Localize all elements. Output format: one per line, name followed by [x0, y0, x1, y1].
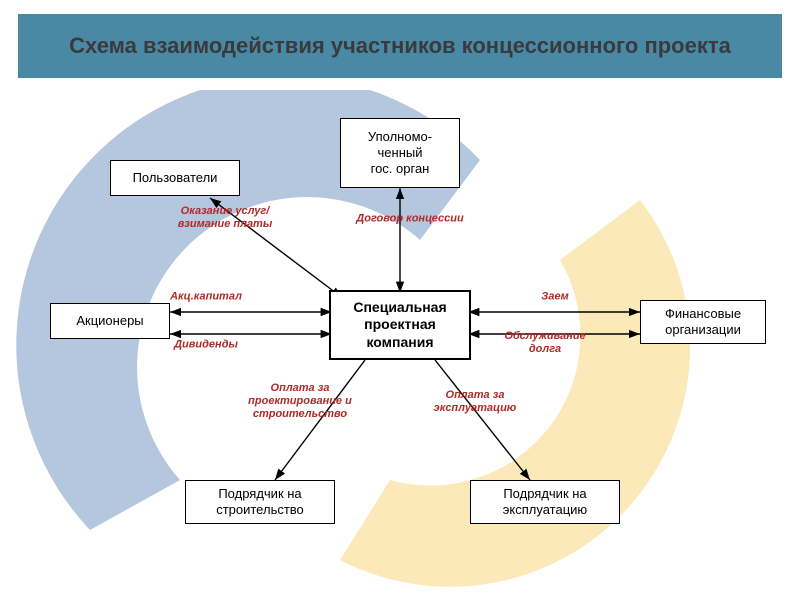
node-gov: Уполномо- ченный гос. орган [340, 118, 460, 188]
edge-label-center-fin-top: Заем [541, 290, 568, 303]
node-oper: Подрядчик на эксплуатацию [470, 480, 620, 524]
node-users: Пользователи [110, 160, 240, 196]
node-center: Специальная проектная компания [329, 290, 471, 360]
node-share: Акционеры [50, 303, 170, 339]
edge-label-center-gov: Договор концессии [356, 212, 463, 225]
title-bar: Схема взаимодействия участников концесси… [18, 14, 782, 78]
edge-label-center-share-bottom: Дивиденды [174, 338, 238, 351]
node-fin: Финансовые организации [640, 300, 766, 344]
edge-label-center-share-top: Акц.капитал [170, 290, 242, 303]
node-build: Подрядчик на строительство [185, 480, 335, 524]
diagram: Специальная проектная компания Пользовате… [0, 0, 800, 600]
edge-label-center-build: Оплата за проектирование и строительство [248, 382, 352, 422]
edge-label-center-oper: Оплата за эксплуатацию [434, 389, 517, 415]
edge-label-center-users: Оказание услуг/ взимание платы [178, 205, 272, 231]
page-title: Схема взаимодействия участников концесси… [69, 32, 731, 60]
edge-label-center-fin-bottom: Обслуживание долга [504, 330, 585, 356]
